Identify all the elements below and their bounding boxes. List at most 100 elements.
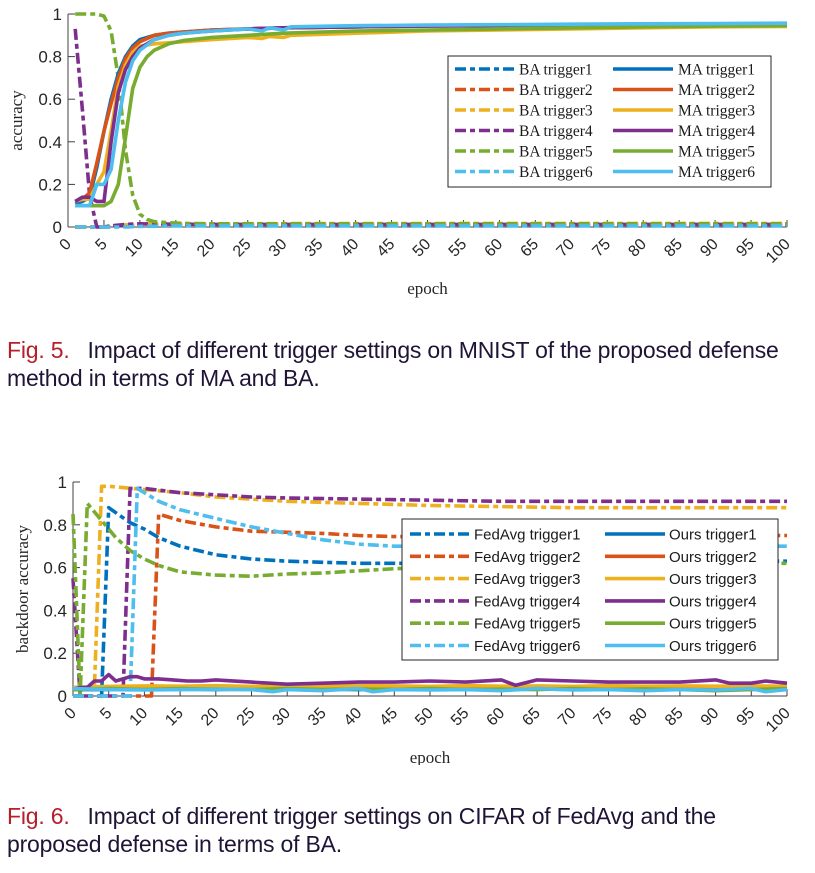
x-tick-label: 0	[57, 236, 75, 254]
y-axis-label: backdoor accuracy	[13, 525, 32, 653]
y-tick-label: 0.8	[43, 516, 67, 535]
series-line-ma-trigger6	[75, 21, 788, 208]
x-tick-label: 55	[446, 236, 471, 261]
legend-label: BA trigger3	[519, 103, 593, 120]
legend-label: MA trigger1	[678, 62, 755, 79]
x-tick-label: 45	[374, 236, 399, 261]
x-tick-label: 20	[198, 705, 223, 730]
legend-label: Ours trigger5	[669, 616, 757, 633]
x-tick-label: 35	[305, 705, 330, 730]
chart-cifar-backdoor-accuracy: 00.20.40.60.810 5 10 15 20 25 30 35 40 45 50 55 60 65…	[13, 473, 794, 765]
figure-caption-6: Fig. 6. Impact of different trigger setti…	[7, 802, 812, 858]
y-tick-label: 0.6	[43, 559, 67, 578]
series-line-ma-trigger5	[75, 23, 788, 208]
series-line-ba-trigger5	[75, 12, 787, 226]
x-tick-label: 25	[230, 236, 255, 261]
legend-label: MA trigger3	[678, 103, 755, 120]
x-tick-label: 95	[733, 236, 758, 261]
x-tick-label: 90	[697, 236, 722, 261]
legend-label: FedAvg trigger4	[474, 593, 580, 610]
legend-label: BA trigger1	[519, 62, 593, 79]
y-tick-label: 1	[53, 5, 62, 24]
legend-label: BA trigger5	[519, 144, 593, 161]
legend-label: FedAvg trigger1	[474, 527, 580, 544]
x-tick-label: 10	[122, 236, 147, 261]
x-tick-label: 95	[734, 705, 759, 730]
x-tick-label: 100	[763, 236, 794, 267]
x-tick-label: 30	[269, 705, 294, 730]
x-tick-label: 100	[763, 705, 794, 736]
x-tick-label: 40	[338, 236, 363, 261]
x-axis-label: epoch	[407, 279, 448, 298]
x-tick-label: 35	[302, 236, 327, 261]
caption-text: Impact of different trigger settings on …	[7, 337, 779, 391]
legend-label: Ours trigger1	[669, 527, 757, 544]
legend-label: FedAvg trigger5	[474, 616, 580, 633]
x-tick-label: 15	[158, 236, 183, 261]
x-tick-label: 75	[589, 236, 614, 261]
y-tick-label: 1	[58, 473, 67, 492]
y-tick-label: 0	[53, 218, 62, 237]
x-tick-label: 5	[92, 236, 110, 254]
legend-label: BA trigger2	[519, 82, 593, 99]
x-tick-label: 50	[412, 705, 437, 730]
x-tick-label: 30	[266, 236, 291, 261]
x-tick-label: 75	[591, 705, 616, 730]
x-tick-label: 20	[194, 236, 219, 261]
legend: FedAvg trigger1 FedAvg trigger2 FedAvg tri…	[401, 518, 779, 661]
y-tick-label: 0.6	[38, 90, 62, 109]
x-tick-label: 85	[661, 236, 686, 261]
y-tick-label: 0.2	[43, 644, 67, 663]
x-tick-label: 90	[698, 705, 723, 730]
x-tick-label: 65	[518, 236, 543, 261]
legend-label: FedAvg trigger2	[474, 549, 580, 566]
x-tick-label: 65	[519, 705, 544, 730]
series-line-ba-trigger6	[75, 224, 787, 229]
figure-caption-5: Fig. 5. Impact of different trigger setti…	[7, 336, 812, 392]
y-tick-label: 0.4	[43, 601, 67, 620]
series-line-fedavg-trigger4	[71, 486, 787, 698]
legend-label: MA trigger4	[678, 123, 755, 140]
caption-text: Impact of different trigger settings on …	[7, 803, 716, 857]
series-line-ours-trigger4	[72, 672, 788, 692]
x-tick-label: 55	[448, 705, 473, 730]
x-tick-label: 80	[626, 705, 651, 730]
x-tick-label: 60	[484, 705, 509, 730]
figure-number: Fig. 6.	[7, 803, 70, 829]
legend-label: Ours trigger2	[669, 549, 757, 566]
x-tick-label: 60	[482, 236, 507, 261]
series-line-ours-trigger3	[72, 683, 788, 690]
x-tick-label: 70	[554, 236, 579, 261]
figure-number: Fig. 5.	[7, 337, 70, 363]
x-tick-label: 70	[555, 705, 580, 730]
x-tick-label: 50	[410, 236, 435, 261]
x-tick-label: 80	[625, 236, 650, 261]
y-tick-label: 0	[58, 687, 67, 706]
legend-label: MA trigger6	[678, 164, 755, 181]
y-tick-label: 0.2	[38, 175, 62, 194]
x-tick-label: 10	[127, 705, 152, 730]
x-tick-label: 15	[162, 705, 187, 730]
x-tick-label: 40	[341, 705, 366, 730]
legend-label: BA trigger4	[519, 123, 593, 140]
x-tick-label: 25	[234, 705, 259, 730]
legend: BA trigger1 BA trigger2 BA trigger3 BA trig…	[447, 55, 772, 188]
series-line-fedavg-trigger3	[73, 484, 787, 690]
legend-box	[447, 55, 772, 188]
legend-label: MA trigger2	[678, 82, 755, 99]
series-group	[73, 12, 788, 229]
legend-label: FedAvg trigger3	[474, 571, 580, 588]
x-tick-label: 45	[377, 705, 402, 730]
legend-box	[401, 518, 779, 661]
x-tick-label: 5	[97, 705, 115, 723]
series-line-fedavg-trigger6	[73, 486, 787, 698]
legend-label: MA trigger5	[678, 144, 755, 161]
x-tick-label: 0	[62, 705, 80, 723]
legend-label: Ours trigger6	[669, 638, 757, 655]
series-line-ours-trigger6	[72, 686, 788, 694]
legend-label: FedAvg trigger6	[474, 638, 580, 655]
y-axis-label: accuracy	[7, 90, 26, 151]
x-tick-label: 85	[662, 705, 687, 730]
y-tick-label: 0.8	[38, 48, 62, 67]
legend-label: BA trigger6	[519, 164, 593, 181]
